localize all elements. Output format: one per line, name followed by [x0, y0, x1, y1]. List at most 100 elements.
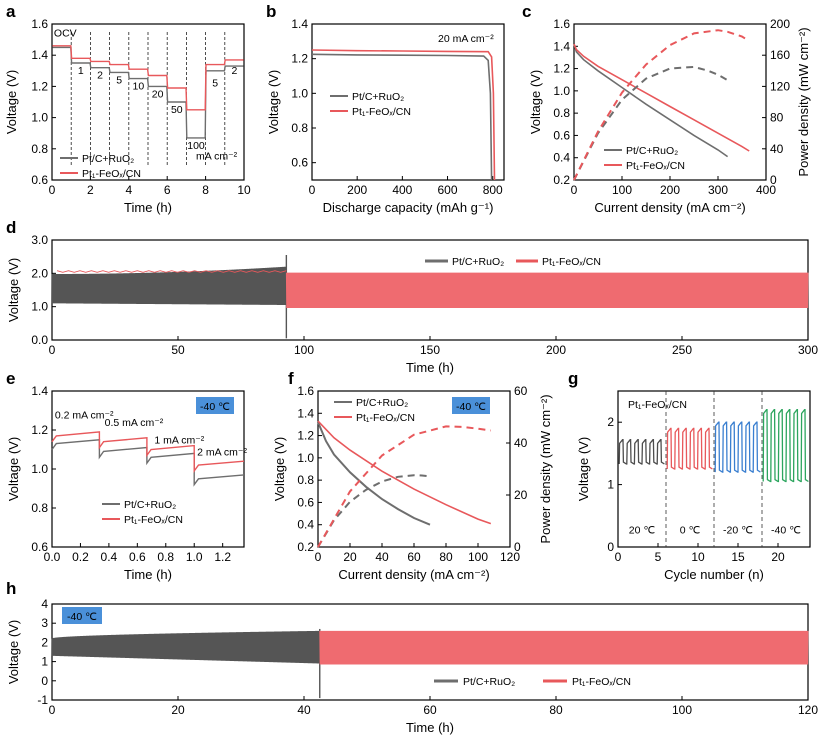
legend-label: Pt/C+RuO₂ — [352, 91, 404, 103]
x-tick-label: 1.0 — [186, 550, 203, 564]
y-tick-label: 40 — [770, 142, 784, 156]
annotation: 5 — [116, 74, 122, 86]
x-tick-label: 80 — [439, 550, 453, 564]
y-axis-label: Voltage (V) — [6, 620, 21, 684]
y-tick-label: 0.8 — [553, 106, 570, 120]
y-tick-label: 160 — [770, 48, 790, 62]
y-axis-label: Voltage (V) — [528, 70, 543, 134]
panel-label-g: g — [568, 369, 578, 388]
y-tick-label: 1.0 — [31, 462, 48, 476]
y-tick-label: 1.4 — [291, 17, 308, 31]
legend-label: Pt₁-FeOₓ/CN — [352, 106, 411, 118]
x-tick-label: 0 — [615, 550, 622, 564]
temperature-label: -40 ℃ — [771, 524, 801, 536]
x-tick-label: 200 — [347, 183, 367, 197]
series-line — [573, 43, 729, 158]
power-line — [573, 65, 729, 181]
x-tick-label: 0 — [49, 703, 56, 717]
legend-label: Pt₁-FeOₓ/CN — [356, 412, 415, 424]
cycling-trace — [51, 266, 287, 306]
cycle-trace — [762, 409, 809, 483]
temperature-box — [452, 397, 490, 414]
cycle-trace — [618, 439, 665, 465]
x-tick-label: 5 — [655, 550, 662, 564]
annotation: 10 — [133, 81, 145, 93]
y-tick-label: 1.0 — [291, 86, 308, 100]
y-tick-label: 1.2 — [553, 62, 570, 76]
series-line — [317, 421, 431, 526]
x-axis-label: Discharge capacity (mAh g⁻¹) — [323, 200, 494, 215]
cycle-trace — [714, 421, 761, 473]
y-tick-label: 1.0 — [31, 300, 48, 314]
panel-label-b: b — [266, 2, 276, 21]
legend-label: Pt/C+RuO₂ — [82, 153, 134, 165]
y-tick-label: 2 — [41, 635, 48, 649]
y-tick-label: 80 — [770, 111, 784, 125]
legend-label: Pt₁-FeOₓ/CN — [542, 256, 601, 268]
y-axis-label: Voltage (V) — [4, 70, 19, 134]
y2-axis-label: Power density (mW cm⁻²) — [796, 27, 811, 176]
y2-axis-label: Power density (mW cm⁻²) — [538, 394, 553, 543]
annotation: 2 — [231, 65, 237, 77]
panel-label-h: h — [6, 579, 16, 598]
x-tick-label: 40 — [375, 550, 389, 564]
annotation: mA cm⁻² — [196, 151, 238, 163]
series-line — [51, 431, 245, 474]
y-tick-label: -1 — [37, 693, 48, 707]
x-tick-label: 120 — [500, 550, 520, 564]
series-line — [311, 53, 493, 181]
y-tick-label: 0 — [770, 173, 777, 187]
temperature-label: -20 ℃ — [723, 524, 753, 536]
x-tick-label: 100 — [672, 703, 692, 717]
x-tick-label: 0 — [315, 550, 322, 564]
temperature-label: -40 ℃ — [456, 401, 486, 413]
panel-g: 0 5 10 15 20 0 1 2 Cycle number (n) Voltage (V) Pt… — [576, 390, 811, 582]
x-tick-label: 2 — [87, 183, 94, 197]
annotation: 2 — [97, 70, 103, 82]
panel-label-c: c — [522, 2, 531, 21]
y-tick-label: 1.6 — [553, 17, 570, 31]
x-axis-label: Cycle number (n) — [664, 567, 764, 582]
chart-title: Pt₁-FeOₓ/CN — [628, 399, 687, 411]
cycling-trace — [56, 270, 287, 273]
x-tick-label: 300 — [708, 183, 728, 197]
x-tick-label: 50 — [171, 343, 185, 357]
cycling-trace — [285, 272, 809, 309]
x-tick-label: 20 — [343, 550, 357, 564]
cycle-trace — [666, 427, 713, 470]
x-tick-label: 0 — [309, 183, 316, 197]
legend-label: Pt/C+RuO₂ — [452, 256, 504, 268]
y-tick-label: 1 — [41, 655, 48, 669]
annotation: 1 — [78, 65, 84, 77]
x-tick-label: 20 — [171, 703, 185, 717]
x-tick-label: 0 — [49, 343, 56, 357]
cycling-trace — [319, 630, 809, 665]
y-tick-label: 0.8 — [31, 501, 48, 515]
temperature-label: 20 ℃ — [629, 524, 656, 536]
annotation: 5 — [212, 77, 218, 89]
legend-label: Pt₁-FeOₓ/CN — [124, 514, 183, 526]
panel-f: 0 20 40 60 80 100 120 0.2 0.4 0.6 0.8 1.0 1.2 1.4 1.6 0… — [272, 384, 553, 582]
power-line — [317, 474, 431, 548]
y-tick-label: 0.8 — [31, 142, 48, 156]
legend-label: Pt₁-FeOₓ/CN — [626, 160, 685, 172]
panel-label-f: f — [288, 369, 294, 388]
y-tick-label: 0.4 — [297, 518, 314, 532]
x-tick-label: 6 — [164, 183, 171, 197]
annotation: 0.5 mA cm⁻² — [105, 417, 164, 429]
plot-frame — [51, 23, 245, 181]
annotation: 0.2 mA cm⁻² — [55, 409, 114, 421]
y-tick-label: 1.2 — [291, 52, 308, 66]
series-line — [573, 43, 750, 152]
y-axis-label: Voltage (V) — [266, 70, 281, 134]
temperature-label: -40 ℃ — [67, 611, 97, 623]
y-tick-label: 1.4 — [31, 384, 48, 398]
y-tick-label: 0.6 — [31, 173, 48, 187]
y-tick-label: 1.4 — [297, 406, 314, 420]
y-tick-label: 1.6 — [297, 384, 314, 398]
x-tick-label: 200 — [660, 183, 680, 197]
x-tick-label: 0.4 — [101, 550, 118, 564]
x-tick-label: 400 — [756, 183, 776, 197]
